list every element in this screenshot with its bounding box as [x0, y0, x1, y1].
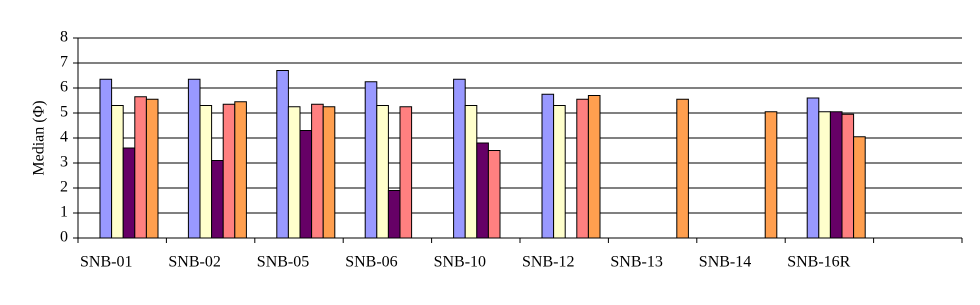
- bar: [464, 105, 478, 239]
- bar: [587, 95, 601, 239]
- x-tick-label: SNB-12: [522, 254, 574, 271]
- bar: [211, 160, 224, 239]
- bar: [199, 105, 213, 239]
- bar: [299, 130, 313, 239]
- y-tick-label: 2: [60, 179, 68, 196]
- bar: [287, 106, 301, 239]
- bar: [841, 113, 855, 239]
- y-tick-label: 6: [60, 79, 68, 96]
- x-tick-label: SNB-05: [257, 254, 309, 271]
- y-tick-label: 3: [60, 154, 68, 171]
- bar: [676, 98, 689, 239]
- y-tick-label: 4: [60, 129, 68, 146]
- bar: [376, 105, 389, 239]
- bar: [853, 136, 866, 239]
- x-tick-label: SNB-13: [610, 254, 662, 271]
- bar: [476, 142, 489, 239]
- y-tick-label: 1: [60, 204, 68, 221]
- bar: [276, 70, 289, 239]
- x-tick-label: SNB-10: [434, 254, 486, 271]
- bar: [487, 150, 501, 239]
- y-tick-label: 8: [60, 29, 68, 46]
- bar: [234, 101, 247, 239]
- bar: [134, 96, 147, 239]
- x-tick-label: SNB-02: [168, 254, 220, 271]
- bar: [145, 98, 159, 239]
- bar: [453, 78, 466, 239]
- bar: [99, 78, 113, 239]
- bar: [829, 111, 843, 239]
- bar: [399, 106, 413, 239]
- bar: [122, 147, 136, 239]
- bar: [764, 111, 778, 239]
- y-tick-label: 7: [60, 54, 68, 71]
- bar: [806, 97, 820, 239]
- bar: [187, 78, 201, 239]
- x-tick-label: SNB-14: [699, 254, 751, 271]
- bar: [576, 98, 589, 239]
- bar: [387, 190, 401, 239]
- bar: [553, 105, 566, 239]
- bar: [818, 111, 831, 239]
- y-axis-label: Median (Φ): [31, 100, 48, 175]
- bar: [111, 105, 124, 239]
- x-tick-label: SNB-06: [345, 254, 397, 271]
- bar: [364, 81, 378, 239]
- bar: [541, 93, 555, 239]
- x-tick-label: SNB-16R: [787, 254, 850, 271]
- y-tick-label: 0: [60, 229, 68, 246]
- x-tick-label: SNB-01: [80, 254, 132, 271]
- bar: [322, 106, 336, 239]
- bar: [311, 103, 324, 239]
- y-tick-label: 5: [60, 104, 68, 121]
- bar: [222, 103, 236, 239]
